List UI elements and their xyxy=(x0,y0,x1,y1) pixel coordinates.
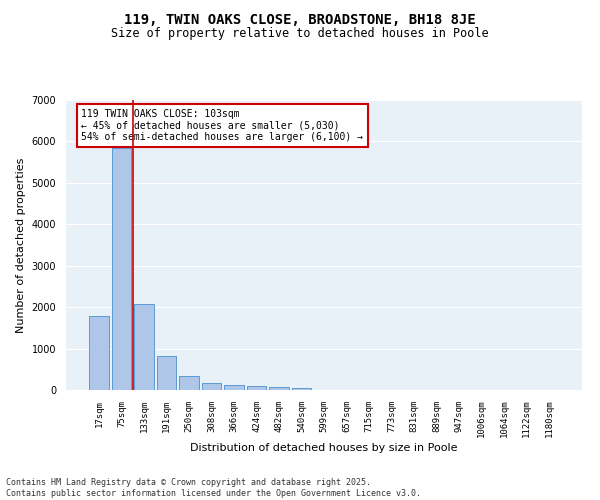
Bar xyxy=(224,386,244,390)
Bar xyxy=(179,376,199,390)
Text: 119 TWIN OAKS CLOSE: 103sqm
← 45% of detached houses are smaller (5,030)
54% of : 119 TWIN OAKS CLOSE: 103sqm ← 45% of det… xyxy=(82,108,364,142)
Bar xyxy=(134,304,154,390)
Bar xyxy=(202,383,221,390)
Bar xyxy=(292,388,311,390)
Bar xyxy=(112,148,131,390)
Bar xyxy=(269,387,289,390)
Y-axis label: Number of detached properties: Number of detached properties xyxy=(16,158,26,332)
X-axis label: Distribution of detached houses by size in Poole: Distribution of detached houses by size … xyxy=(190,443,458,453)
Bar xyxy=(157,356,176,390)
Bar xyxy=(89,316,109,390)
Text: 119, TWIN OAKS CLOSE, BROADSTONE, BH18 8JE: 119, TWIN OAKS CLOSE, BROADSTONE, BH18 8… xyxy=(124,12,476,26)
Bar xyxy=(247,386,266,390)
Text: Contains HM Land Registry data © Crown copyright and database right 2025.
Contai: Contains HM Land Registry data © Crown c… xyxy=(6,478,421,498)
Text: Size of property relative to detached houses in Poole: Size of property relative to detached ho… xyxy=(111,28,489,40)
